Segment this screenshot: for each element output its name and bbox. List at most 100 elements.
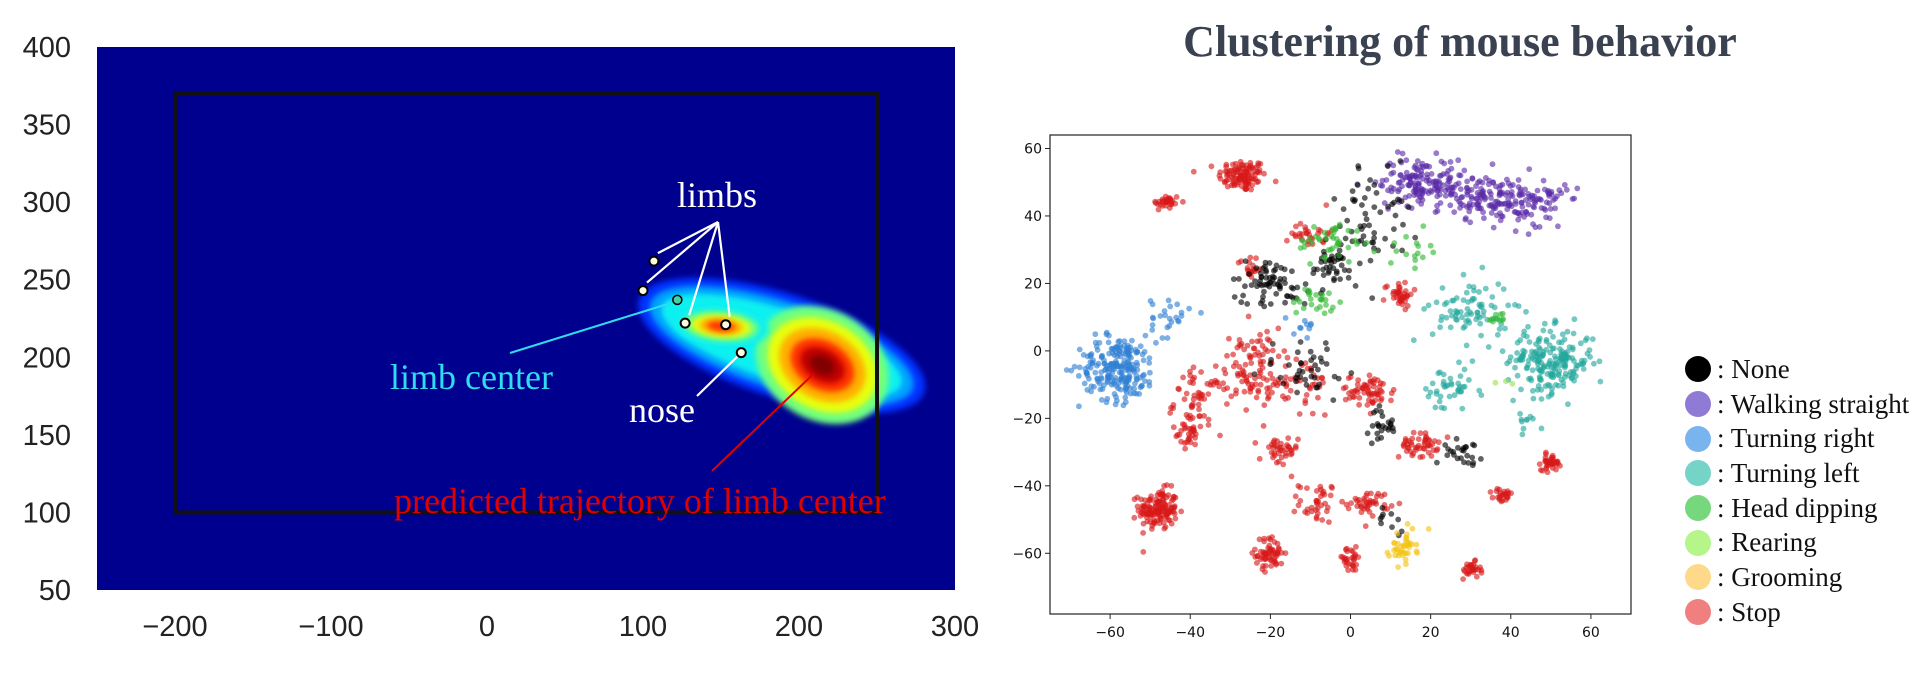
legend-dot-none	[1685, 356, 1711, 383]
point-walking-straight	[1526, 166, 1533, 173]
point-walking-straight	[1505, 180, 1512, 187]
point-stop	[1297, 497, 1304, 504]
point-turning-left	[1460, 297, 1467, 303]
point-turning-right	[1141, 371, 1147, 378]
point-none	[1344, 217, 1351, 224]
point-head-dipping	[1306, 287, 1312, 294]
point-turning-right	[1071, 363, 1078, 370]
point-turning-left	[1546, 361, 1553, 368]
point-stop	[1402, 288, 1409, 294]
point-turning-left	[1548, 371, 1555, 378]
y-tick-label: −40	[1012, 479, 1042, 495]
point-walking-straight	[1512, 201, 1519, 207]
point-turning-right	[1103, 329, 1110, 336]
point-turning-left	[1437, 393, 1444, 400]
point-turning-left	[1465, 299, 1471, 305]
point-stop	[1221, 386, 1227, 393]
tsne-panel: −60 −40 −20 0 20 40 60 −60 −40 −20 0 20 40 60	[1000, 0, 1929, 677]
legend-label-head-dipping: : Head dipping	[1717, 492, 1878, 523]
point-stop	[1536, 461, 1543, 467]
point-turning-left	[1440, 378, 1447, 385]
point-none	[1442, 442, 1449, 448]
point-none	[1374, 436, 1381, 442]
point-none	[1290, 294, 1296, 301]
point-none	[1337, 276, 1343, 282]
point-stop	[1223, 161, 1230, 168]
point-walking-straight	[1445, 168, 1452, 174]
point-none	[1242, 283, 1248, 290]
point-none	[1315, 366, 1321, 373]
point-stop	[1273, 459, 1280, 466]
point-turning-left	[1446, 393, 1453, 400]
point-turning-right	[1304, 335, 1311, 341]
point-stop	[1176, 386, 1182, 393]
point-turning-right	[1146, 360, 1153, 366]
point-stop	[1180, 198, 1186, 205]
point-stop	[1487, 489, 1494, 495]
point-stop	[1364, 402, 1371, 408]
point-turning-left	[1591, 360, 1597, 367]
point-turning-left	[1456, 359, 1462, 366]
point-turning-left	[1573, 373, 1579, 379]
point-none	[1464, 452, 1471, 459]
point-turning-left	[1464, 311, 1470, 318]
point-walking-straight	[1395, 179, 1402, 186]
point-turning-right	[1105, 339, 1112, 346]
point-stop	[1201, 413, 1207, 419]
limbs-label: limbs	[677, 175, 757, 215]
point-turning-right	[1109, 350, 1116, 356]
point-turning-left	[1488, 302, 1495, 309]
point-stop	[1255, 389, 1262, 395]
point-stop	[1239, 378, 1245, 385]
point-grooming	[1395, 540, 1401, 547]
point-turning-left	[1514, 339, 1521, 346]
point-stop	[1288, 450, 1295, 457]
point-grooming	[1394, 530, 1401, 537]
point-stop	[1409, 452, 1416, 459]
legend-dot-head-dipping	[1685, 495, 1711, 522]
point-head-dipping	[1430, 249, 1437, 256]
legend-label-rearing: : Rearing	[1717, 527, 1817, 558]
point-stop	[1339, 498, 1345, 505]
y-tick-label: 0	[1033, 344, 1042, 360]
point-stop	[1292, 232, 1298, 238]
point-stop	[1268, 563, 1274, 569]
legend-dot-walking-straight	[1685, 391, 1711, 418]
point-head-dipping	[1322, 297, 1329, 303]
point-head-dipping	[1354, 228, 1361, 234]
y-tick-label: 60	[1024, 141, 1042, 157]
point-stop	[1165, 517, 1172, 523]
point-stop	[1465, 571, 1472, 577]
point-stop	[1166, 205, 1173, 211]
point-none	[1405, 204, 1412, 211]
point-none	[1360, 233, 1367, 240]
point-head-dipping	[1420, 223, 1427, 230]
point-stop	[1196, 406, 1202, 413]
point-stop	[1247, 355, 1254, 361]
point-turning-left	[1507, 354, 1514, 360]
point-stop	[1369, 378, 1376, 385]
point-stop	[1242, 173, 1249, 180]
point-grooming	[1395, 564, 1401, 570]
x-tick-label: 200	[775, 611, 823, 643]
point-turning-right	[1142, 332, 1149, 339]
heatmap-panel: −200 −100 0 100 200 300 50 100 150 200 250 300 350 4…	[23, 32, 980, 643]
point-turning-left	[1439, 313, 1445, 320]
point-none	[1253, 265, 1260, 271]
point-none	[1455, 444, 1461, 451]
point-stop	[1183, 411, 1190, 418]
point-stop	[1380, 380, 1386, 387]
point-stop	[1174, 432, 1181, 438]
point-walking-straight	[1437, 200, 1444, 206]
y-tick-label: 50	[39, 575, 71, 607]
point-stop	[1224, 352, 1230, 359]
legend-item-rearing: : Rearing	[1685, 525, 1909, 560]
point-turning-left	[1562, 374, 1568, 381]
point-head-dipping	[1330, 304, 1336, 311]
point-turning-left	[1500, 286, 1507, 292]
point-walking-straight	[1440, 182, 1446, 189]
point-none	[1461, 459, 1467, 466]
point-grooming	[1406, 544, 1412, 551]
point-stop	[1274, 550, 1280, 557]
legend-item-stop: : Stop	[1685, 595, 1909, 630]
